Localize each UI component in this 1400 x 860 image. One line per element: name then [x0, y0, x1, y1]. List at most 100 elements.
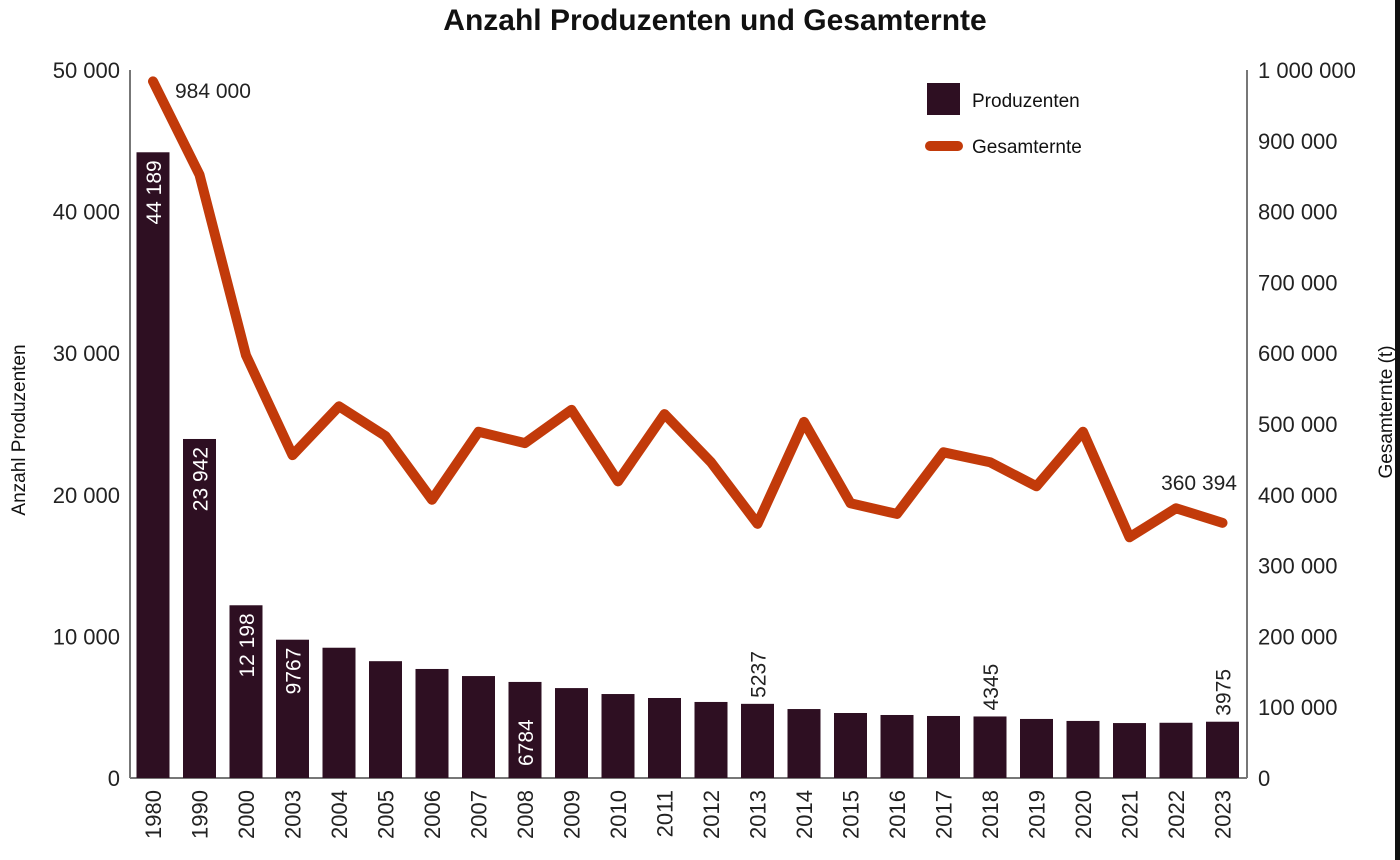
y-right-tick-label: 500 000 [1258, 412, 1338, 437]
y-right-tick-label: 400 000 [1258, 483, 1338, 508]
line-point-1980 [152, 80, 154, 83]
bar-2009 [555, 688, 588, 778]
y-right-tick-label: 900 000 [1258, 129, 1338, 154]
x-tick-label: 2013 [746, 790, 771, 839]
x-tick-label: 2004 [327, 790, 352, 839]
y-left-tick-label: 20 000 [53, 483, 120, 508]
line-point-2017 [942, 451, 945, 454]
line-point-2000 [245, 354, 247, 357]
y-right-tick-label: 700 000 [1258, 270, 1338, 295]
line-point-2013 [756, 522, 759, 525]
line-point-2010 [617, 480, 619, 483]
line-point-2005 [384, 435, 387, 438]
x-tick-label: 2014 [792, 790, 817, 839]
bar-2010 [601, 694, 635, 778]
bar-value-label: 5237 [748, 651, 771, 698]
bar-2019 [1020, 718, 1053, 778]
y-left-tick-label: 0 [108, 766, 120, 791]
bar-2004 [322, 647, 356, 778]
x-tick-label: 2009 [560, 790, 585, 839]
x-tick-label: 1990 [188, 790, 213, 839]
line-point-2003 [291, 454, 294, 457]
line-point-2016 [896, 512, 898, 515]
bar-2000 [229, 605, 263, 778]
y-right-tick-label: 300 000 [1258, 554, 1338, 579]
y-right-tick-label: 100 000 [1258, 695, 1338, 720]
x-tick-label: 2022 [1164, 790, 1189, 839]
bar-value-label: 4345 [980, 664, 1003, 711]
y-right-tick-label: 600 000 [1258, 341, 1338, 366]
y-left-tick-label: 10 000 [53, 624, 120, 649]
bar-value-label: 3975 [1213, 669, 1236, 716]
x-tick-label: 2007 [467, 790, 492, 839]
axes: 0 10 000 20 000 30 000 40 000 50 000 0 100 000 2… [53, 58, 1356, 839]
bar-2012 [694, 701, 728, 778]
line-point-2006 [431, 498, 433, 501]
legend: Produzenten Gesamternte [925, 83, 1082, 158]
bar-2005 [369, 661, 402, 778]
bar-1990 [183, 438, 216, 778]
x-tick-label: 2017 [932, 790, 957, 839]
y-right-tick-label: 0 [1258, 766, 1270, 791]
x-tick-label: 2023 [1211, 790, 1236, 839]
bar-2013 [741, 703, 774, 778]
gesamternte-line [148, 76, 1228, 543]
bar-value-label: 6784 [515, 719, 538, 766]
bar-1980 [136, 152, 170, 778]
line-point-2022 [1175, 507, 1177, 510]
bar-2023 [1206, 721, 1239, 778]
x-tick-label: 2008 [513, 790, 538, 839]
bar-2018 [973, 716, 1007, 778]
x-tick-label: 1980 [141, 790, 166, 839]
y-left-tick-label: 40 000 [53, 200, 120, 225]
x-tick-label: 2019 [1025, 790, 1050, 839]
line-point-2008 [524, 442, 526, 445]
bars [136, 152, 1239, 778]
legend-label-gesamternte: Gesamternte [972, 137, 1082, 158]
y-left-tick-label: 50 000 [53, 58, 120, 83]
line-point-2021 [1128, 536, 1131, 539]
y-right-tick-label: 200 000 [1258, 624, 1338, 649]
line-point-2009 [570, 408, 573, 411]
bar-2008 [508, 681, 542, 778]
bar-2011 [648, 697, 681, 778]
line-point-1990 [198, 173, 201, 176]
line-point-2019 [1035, 485, 1038, 488]
x-tick-label: 2016 [885, 790, 910, 839]
data-labels: 44 189 23 942 12 198 9767 6784 5237 4345 3975 98… [143, 80, 1237, 766]
x-tick-label: 2018 [978, 790, 1003, 839]
line-series [148, 76, 1228, 543]
bar-2022 [1159, 722, 1193, 778]
bar-value-label: 23 942 [190, 447, 213, 511]
bar-value-label: 44 189 [143, 160, 166, 224]
x-tick-label: 2011 [653, 790, 678, 837]
x-tick-label: 2015 [839, 790, 864, 839]
x-tick-label: 2010 [606, 790, 631, 839]
bar-value-label: 12 198 [236, 613, 259, 677]
y-right-tick-label: 1 000 000 [1258, 58, 1356, 83]
y-left-axis-label: Anzahl Produzenten [9, 344, 30, 515]
bar-2006 [415, 668, 449, 778]
x-tick-label: 2006 [420, 790, 445, 839]
x-tick-label: 2000 [234, 790, 259, 839]
line-value-label: 360 394 [1161, 472, 1237, 495]
bar-2021 [1113, 723, 1146, 778]
x-tick-label: 2005 [374, 790, 399, 839]
line-point-2020 [1082, 430, 1084, 433]
right-edge-border [1395, 0, 1400, 860]
line-point-2012 [710, 461, 712, 464]
bar-2007 [462, 676, 495, 778]
bar-2015 [834, 713, 867, 778]
x-tick-label: 2020 [1071, 790, 1096, 839]
line-point-2014 [803, 420, 805, 423]
x-tick-label: 2021 [1118, 790, 1143, 839]
bar-2020 [1066, 720, 1100, 778]
line-point-2023 [1221, 521, 1224, 524]
legend-label-produzenten: Produzenten [972, 91, 1080, 112]
line-point-2015 [849, 502, 852, 505]
bar-2017 [927, 715, 960, 778]
bar-2014 [787, 709, 821, 778]
line-point-2004 [338, 405, 340, 408]
y-right-tick-label: 800 000 [1258, 200, 1338, 225]
